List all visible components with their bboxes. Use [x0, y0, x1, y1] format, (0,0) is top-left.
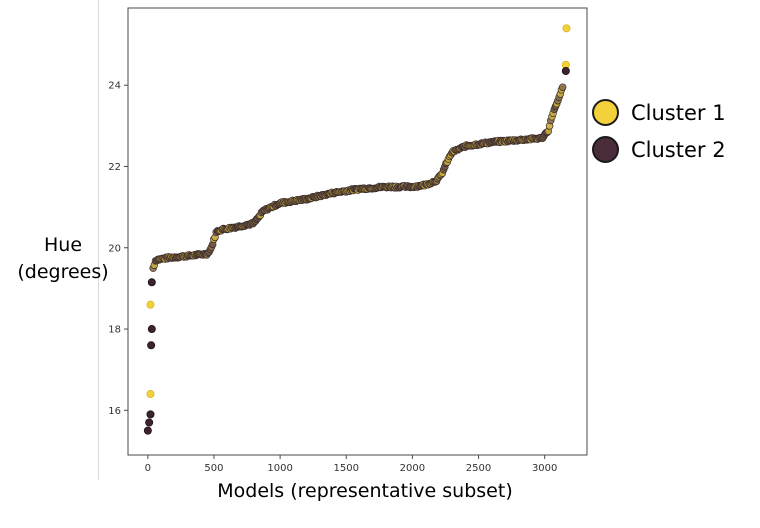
x-tick-label: 2000: [400, 463, 425, 474]
data-point-cluster-2: [561, 66, 570, 75]
legend-swatch-cluster-1: [592, 99, 619, 126]
y-tick-label: 20: [108, 243, 121, 254]
x-tick-label: 0: [145, 463, 151, 474]
data-point-cluster-1: [146, 300, 155, 309]
y-axis-label-line-2: (degrees): [17, 261, 109, 283]
x-tick-label: 500: [204, 463, 223, 474]
legend-swatch-cluster-2: [592, 136, 619, 163]
y-tick-label: 24: [108, 81, 121, 92]
data-point-cluster-1: [146, 390, 155, 399]
y-tick-label: 18: [108, 325, 121, 336]
data-point: [558, 83, 567, 91]
legend-label-cluster-2: Cluster 2: [631, 137, 726, 162]
plot-frame: [127, 7, 588, 456]
legend: Cluster 1 Cluster 2: [592, 94, 726, 168]
data-point-cluster-1: [562, 24, 571, 33]
y-tick-label: 22: [108, 162, 121, 173]
legend-item-cluster-2: Cluster 2: [592, 131, 726, 168]
legend-label-cluster-1: Cluster 1: [631, 100, 726, 125]
data-point-cluster-2: [147, 341, 156, 350]
data-point-cluster-2: [147, 278, 156, 287]
data-point-cluster-2: [147, 325, 156, 334]
data-point-cluster-2: [145, 418, 154, 427]
x-tick-label: 2500: [466, 463, 491, 474]
x-tick-label: 3000: [532, 463, 557, 474]
y-axis-label-line-1: Hue: [43, 234, 83, 256]
x-axis-label: Models (representative subset): [217, 480, 513, 502]
x-tick-label: 1500: [334, 463, 359, 474]
data-point-cluster-2: [143, 426, 152, 435]
legend-item-cluster-1: Cluster 1: [592, 94, 726, 131]
y-tick-label: 16: [108, 406, 121, 417]
y-axis-label: Hue (degrees): [8, 232, 118, 286]
x-tick-label: 1000: [267, 463, 292, 474]
divider-line: [98, 0, 99, 480]
data-point-cluster-2: [146, 410, 155, 419]
